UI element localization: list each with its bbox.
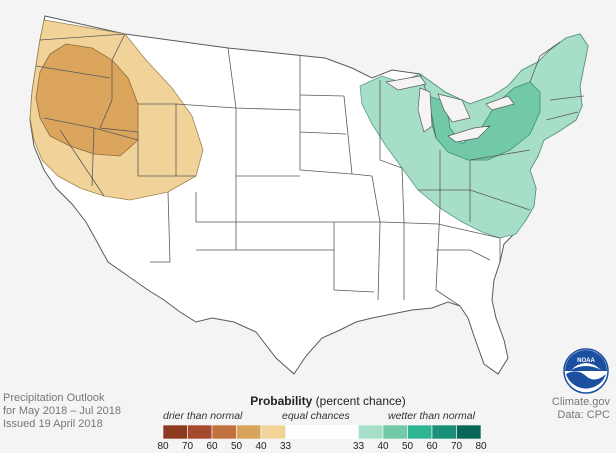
legend-swatch-wet-1 [382, 425, 408, 439]
credit-line-1: Climate.gov [551, 396, 610, 408]
great-lakes [385, 75, 515, 143]
legend-swatch-wet-3 [431, 425, 457, 439]
legend-tick-label: 50 [230, 441, 243, 452]
legend-tick-label: 60 [206, 441, 218, 452]
legend-swatch-dry-2 [211, 425, 237, 439]
legend-tick-label: 33 [352, 441, 365, 452]
legend-wetter-label: wetter than normal [388, 410, 475, 422]
legend-swatch-wet-4 [456, 425, 481, 439]
legend-tick-label: 50 [401, 441, 414, 452]
caption-line-2: for May 2018 – Jul 2018 [3, 405, 122, 417]
legend-swatch-dry-4 [260, 425, 286, 439]
legend-swatch-dry-0 [163, 425, 188, 439]
source-credit: Climate.gov Data: CPC [552, 396, 610, 422]
legend-swatch-wet-0 [358, 425, 384, 439]
legend-title-rest: (percent chance) [312, 394, 406, 408]
legend-tick-label: 80 [157, 441, 169, 452]
credit-line-2: Data: CPC [557, 409, 610, 421]
legend-swatch-dry-3 [236, 425, 262, 439]
us-outlook-map [29, 15, 589, 375]
legend-tick-label: 80 [475, 441, 487, 452]
legend-swatch-equal [285, 425, 359, 439]
legend-tick-label: 60 [426, 441, 438, 452]
dry-region-40 [35, 43, 139, 157]
noaa-logo-text: NOAA [577, 358, 595, 364]
legend-title-bold: Probability [250, 394, 313, 408]
caption-line-3: Issued 19 April 2018 [3, 418, 103, 430]
legend-tick-label: 33 [279, 441, 292, 452]
legend-swatch-dry-1 [187, 425, 213, 439]
caption-line-1: Precipitation Outlook [3, 392, 105, 404]
legend-tick-label: 70 [181, 441, 194, 452]
legend-tick-label: 40 [377, 441, 389, 452]
noaa-logo-icon: NOAA [563, 348, 609, 394]
legend-tick-label: 40 [255, 441, 267, 452]
legend-equal-label: equal chances [282, 410, 350, 422]
legend-color-bar [163, 425, 481, 439]
legend-title: Probability (percent chance) [208, 394, 448, 408]
legend-drier-label: drier than normal [163, 410, 243, 422]
legend-swatch-wet-2 [407, 425, 433, 439]
legend-tick-label: 70 [450, 441, 463, 452]
outlook-caption: Precipitation Outlook for May 2018 – Jul… [3, 392, 121, 431]
state-borders [35, 33, 585, 307]
